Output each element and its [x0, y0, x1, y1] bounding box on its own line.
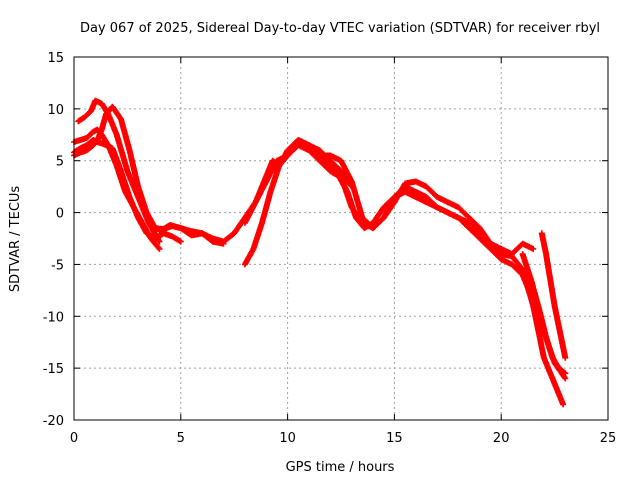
- series-track-10: [538, 230, 569, 361]
- y-tick-label: 0: [56, 207, 64, 222]
- x-tick-label: 20: [493, 431, 510, 446]
- y-tick-label: -20: [43, 414, 64, 429]
- series-track-8: [316, 152, 537, 258]
- plot-frame: [73, 56, 609, 421]
- chart-title: Day 067 of 2025, Sidereal Day-to-day VTE…: [80, 21, 600, 36]
- marker-path: [75, 97, 163, 245]
- x-tick-label: 15: [386, 431, 403, 446]
- axis-ticks: 0 5 10 15 20 25 15 10 5 0 -5 -10 -15 -20: [43, 51, 617, 446]
- y-tick-label: 5: [56, 155, 64, 170]
- y-tick-label: -10: [43, 310, 64, 325]
- marker-path: [538, 230, 569, 361]
- x-tick-label: 5: [177, 431, 185, 446]
- y-tick-label: -15: [43, 362, 64, 377]
- x-tick-label: 10: [279, 431, 296, 446]
- y-tick-label: 15: [47, 51, 64, 66]
- y-tick-label: 10: [47, 103, 64, 118]
- y-tick-label: -5: [51, 258, 64, 273]
- series-track-4: [75, 97, 163, 245]
- y-axis-label: SDTVAR / TECUs: [8, 186, 23, 293]
- marker-path: [519, 251, 569, 377]
- marker-path: [316, 152, 537, 258]
- data-marks: [71, 97, 569, 408]
- x-axis-label: GPS time / hours: [286, 460, 395, 475]
- series-track-9: [519, 251, 569, 377]
- x-tick-label: 25: [600, 431, 617, 446]
- x-tick-label: 0: [70, 431, 78, 446]
